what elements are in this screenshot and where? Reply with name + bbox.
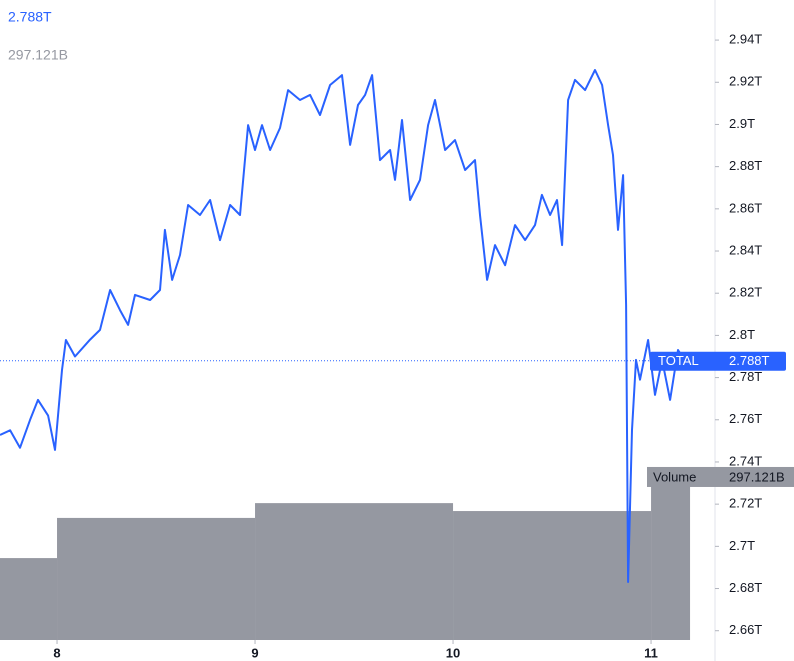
y-tick-label: 2.72T <box>729 496 762 511</box>
y-tick-label: 2.92T <box>729 74 762 89</box>
x-tick-label: 9 <box>251 645 258 660</box>
volume-label-name: Volume <box>653 469 696 484</box>
volume-bar <box>57 517 256 640</box>
legend-volume: 297.121B <box>8 47 68 63</box>
price-label-name: TOTAL <box>658 353 699 368</box>
volume-label-box <box>647 466 794 487</box>
y-tick-label: 2.9T <box>729 116 755 131</box>
price-label-box <box>650 351 786 371</box>
y-tick-label: 2.76T <box>729 411 762 426</box>
y-tick-label: 2.66T <box>729 622 762 637</box>
y-tick-label: 2.82T <box>729 285 762 300</box>
x-tick-label: 8 <box>53 645 60 660</box>
x-tick-label: 11 <box>644 645 658 660</box>
y-tick-label: 2.7T <box>729 538 755 553</box>
volume-label-value: 297.121B <box>729 469 785 484</box>
price-label-value: 2.788T <box>729 353 770 368</box>
volume-bar <box>453 511 652 640</box>
legend-price: 2.788T <box>8 9 52 25</box>
volume-bar <box>0 558 58 640</box>
y-tick-label: 2.88T <box>729 158 762 173</box>
y-tick-label: 2.68T <box>729 580 762 595</box>
y-tick-label: 2.84T <box>729 242 762 257</box>
y-tick-label: 2.8T <box>729 327 755 342</box>
y-tick-label: 2.94T <box>729 32 762 47</box>
x-tick-label: 10 <box>446 645 460 660</box>
volume-bar <box>651 482 691 640</box>
y-tick-label: 2.74T <box>729 453 762 468</box>
price-line <box>0 69 686 583</box>
y-tick-label: 2.86T <box>729 200 762 215</box>
y-tick-label: 2.78T <box>729 369 762 384</box>
volume-bar <box>255 503 454 640</box>
